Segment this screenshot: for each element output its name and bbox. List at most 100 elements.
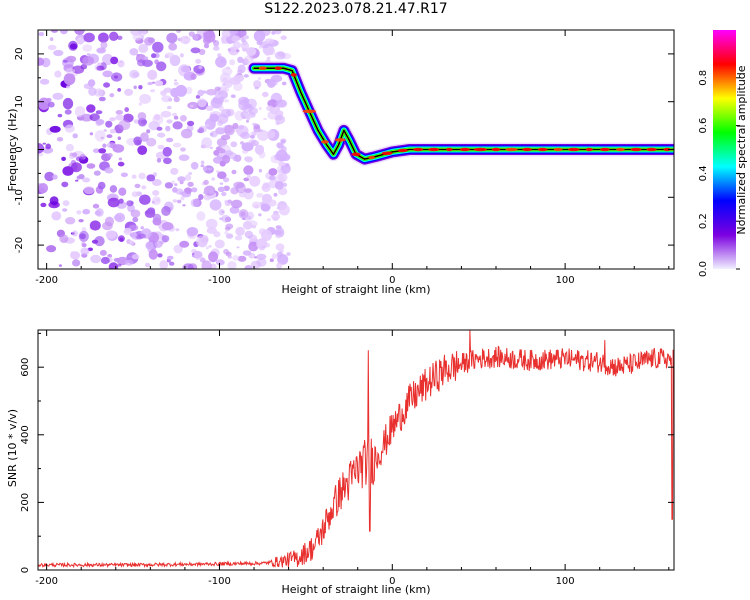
signal-hotspot bbox=[553, 147, 563, 152]
noise-blob bbox=[178, 154, 190, 161]
noise-blob bbox=[197, 89, 204, 97]
noise-blob bbox=[161, 95, 172, 103]
noise-blob bbox=[180, 65, 190, 73]
signal-hotspot bbox=[413, 147, 424, 152]
noise-blob bbox=[124, 259, 134, 266]
noise-blob bbox=[221, 191, 227, 197]
noise-blob bbox=[274, 230, 282, 236]
noise-blob bbox=[224, 230, 229, 235]
noise-blob bbox=[74, 30, 85, 35]
noise-blob bbox=[118, 187, 127, 196]
noise-blob bbox=[211, 177, 216, 181]
signal-hotspot bbox=[274, 66, 282, 70]
noise-blob bbox=[120, 172, 128, 178]
noise-blob bbox=[147, 207, 156, 215]
noise-blob bbox=[253, 125, 261, 133]
noise-blob bbox=[258, 150, 266, 159]
noise-blob bbox=[160, 110, 172, 118]
noise-blob bbox=[109, 31, 119, 41]
noise-blob bbox=[223, 99, 230, 103]
signal-hotspot bbox=[663, 147, 671, 152]
noise-blob bbox=[244, 265, 253, 269]
noise-blob bbox=[205, 105, 214, 112]
noise-blob bbox=[98, 32, 109, 43]
colorbar-label: Normalized spectral amplitude bbox=[735, 65, 748, 234]
noise-blob bbox=[210, 263, 217, 269]
noise-blob bbox=[100, 256, 110, 265]
noise-blob bbox=[217, 171, 227, 179]
noise-blob bbox=[138, 43, 149, 53]
noise-blob bbox=[117, 88, 122, 92]
noise-blob bbox=[179, 240, 190, 248]
noise-blob bbox=[195, 58, 202, 64]
noise-blob bbox=[173, 81, 179, 86]
noise-blob bbox=[87, 79, 96, 87]
noise-blob bbox=[235, 49, 240, 53]
noise-blob bbox=[46, 245, 57, 253]
signal-hotspot bbox=[491, 147, 501, 152]
noise-blob bbox=[115, 110, 124, 115]
noise-blob bbox=[82, 208, 91, 215]
noise-blob bbox=[166, 137, 174, 143]
noise-blob bbox=[90, 254, 102, 264]
noise-blob bbox=[89, 220, 101, 231]
noise-blob bbox=[177, 176, 186, 182]
noise-blob bbox=[267, 130, 276, 139]
noise-blob bbox=[217, 186, 225, 192]
noise-blob bbox=[215, 127, 226, 135]
noise-blob bbox=[49, 37, 54, 41]
noise-blob bbox=[203, 190, 208, 195]
noise-blob bbox=[180, 147, 186, 152]
colorbar-tick-label: 0.2 bbox=[698, 213, 709, 229]
noise-blob bbox=[237, 64, 246, 74]
noise-blob bbox=[76, 210, 82, 215]
noise-blob bbox=[89, 113, 100, 122]
noise-blob bbox=[243, 177, 250, 182]
noise-blob bbox=[221, 214, 230, 223]
noise-blob bbox=[167, 255, 174, 260]
signal-hotspot bbox=[473, 147, 487, 152]
noise-blob bbox=[238, 191, 247, 198]
noise-blob bbox=[70, 251, 81, 260]
noise-blob bbox=[190, 198, 200, 208]
y-tick-label: -10 bbox=[14, 189, 25, 205]
noise-blob bbox=[171, 180, 175, 185]
noise-blob bbox=[107, 152, 113, 158]
noise-blob bbox=[264, 51, 270, 56]
noise-blob bbox=[280, 35, 287, 40]
noise-blob bbox=[258, 168, 262, 173]
noise-blob bbox=[261, 184, 271, 193]
noise-blob bbox=[182, 263, 194, 269]
noise-blob bbox=[214, 86, 221, 92]
noise-blob bbox=[244, 188, 252, 194]
noise-blob bbox=[274, 51, 286, 60]
noise-blob bbox=[129, 69, 140, 79]
noise-blob bbox=[102, 70, 113, 78]
colorbar-tick-label: 0.4 bbox=[698, 165, 709, 181]
noise-blob bbox=[271, 253, 278, 259]
noise-blob bbox=[238, 125, 244, 130]
noise-blob bbox=[268, 47, 276, 56]
noise-blob bbox=[256, 253, 267, 260]
noise-blob bbox=[257, 77, 262, 80]
noise-blob bbox=[190, 47, 201, 54]
noise-blob bbox=[240, 131, 251, 140]
noise-blob bbox=[276, 142, 284, 149]
signal-hotspot bbox=[381, 151, 393, 156]
signal-hotspot bbox=[351, 152, 361, 157]
noise-blob bbox=[256, 258, 267, 267]
noise-blob bbox=[52, 174, 58, 180]
noise-blob bbox=[139, 194, 151, 205]
noise-blob bbox=[146, 129, 151, 134]
noise-blob bbox=[74, 106, 86, 118]
noise-blob bbox=[156, 158, 162, 163]
noise-blob bbox=[109, 185, 118, 193]
noise-blob bbox=[126, 200, 134, 207]
noise-blob bbox=[181, 128, 193, 139]
noise-blob bbox=[180, 196, 185, 201]
noise-blob bbox=[146, 174, 156, 182]
noise-blob bbox=[225, 223, 234, 230]
signal-hotspot bbox=[368, 155, 375, 160]
noise-blob bbox=[65, 143, 74, 152]
